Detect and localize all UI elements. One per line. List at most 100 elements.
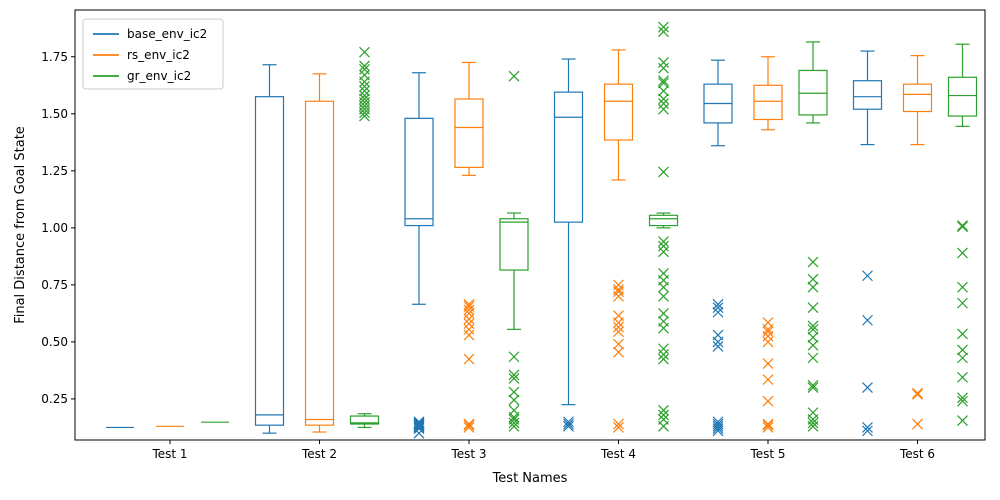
outlier-marker [957, 344, 968, 356]
outlier-marker [613, 422, 624, 433]
outlier-marker [413, 422, 425, 433]
legend-label: rs_env_ic2 [127, 48, 190, 62]
outlier-marker [563, 418, 574, 430]
box-iqr [753, 84, 783, 121]
outlier-marker [762, 317, 774, 328]
outlier-marker [658, 343, 669, 355]
outlier-marker [658, 103, 669, 115]
outlier-marker [658, 349, 669, 360]
outlier-marker [957, 395, 968, 407]
outlier-marker [463, 313, 475, 325]
outlier-marker [508, 417, 520, 429]
outlier-marker [658, 353, 669, 365]
x-tick-label: Test 2 [301, 447, 337, 461]
outlier-marker [658, 85, 669, 97]
outlier-marker [862, 425, 873, 437]
box-iqr [349, 415, 380, 425]
outlier-marker [658, 246, 669, 258]
outlier-marker [658, 290, 669, 302]
box-rs_env_ic2-5 [902, 55, 933, 430]
outlier-marker [712, 302, 724, 314]
outlier-marker [508, 386, 520, 398]
outlier-marker [957, 352, 968, 364]
axes: 0.25 0.50 0.75 1.00 1.25 1.50 1.75 Test 1 Test 2… [41, 50, 935, 461]
outlier-marker [807, 273, 819, 285]
x-tick-label: Test 1 [151, 447, 187, 461]
outlier-marker [508, 404, 520, 416]
outlier-marker [762, 395, 774, 407]
box-iqr [454, 98, 484, 169]
outlier-marker [957, 392, 968, 404]
legend-label: gr_env_ic2 [127, 69, 191, 83]
outlier-marker [658, 404, 669, 416]
box-rs_env_ic2-3 [603, 49, 634, 433]
outlier-marker [957, 415, 968, 427]
outlier-marker [658, 62, 669, 74]
outlier-marker [658, 98, 669, 109]
outlier-marker [957, 221, 968, 233]
outlier-marker [862, 314, 873, 326]
y-tick-label: 0.25 [41, 392, 68, 406]
outlier-marker [563, 416, 574, 428]
outlier-marker [613, 338, 624, 350]
box-base_env_ic2-3 [553, 58, 584, 432]
outlier-marker [762, 358, 774, 370]
outlier-marker [712, 306, 724, 318]
outlier-marker [712, 341, 724, 352]
outlier-marker [862, 422, 873, 433]
outlier-marker [957, 281, 968, 293]
outlier-marker [463, 422, 475, 433]
outlier-marker [658, 414, 669, 425]
outlier-marker [508, 372, 520, 384]
box-iqr [304, 100, 335, 426]
outlier-marker [658, 26, 669, 38]
outlier-marker [807, 379, 819, 391]
outlier-marker [807, 352, 819, 364]
box-gr_env_ic2-2 [499, 70, 529, 432]
outlier-marker [508, 394, 520, 406]
outlier-marker [762, 422, 774, 433]
outlier-marker [359, 93, 370, 105]
box-iqr [404, 117, 434, 227]
outlier-marker [862, 382, 873, 393]
outlier-marker [762, 418, 774, 430]
outlier-marker [957, 328, 968, 340]
box-iqr [947, 76, 978, 117]
outlier-marker [359, 90, 370, 101]
outlier-marker [463, 301, 475, 312]
outlier-marker [508, 414, 520, 425]
outlier-marker [762, 374, 774, 385]
outlier-marker [463, 329, 475, 341]
x-tick-label: Test 5 [749, 447, 785, 461]
outlier-marker [508, 369, 520, 381]
legend-label: base_env_ic2 [127, 27, 207, 41]
outlier-marker [807, 256, 819, 268]
outlier-marker [613, 346, 624, 358]
outlier-marker [658, 93, 669, 105]
legend-entry-gr_env_ic2: gr_env_ic2 [93, 69, 191, 83]
outlier-marker [658, 57, 669, 68]
y-tick-label: 1.75 [41, 50, 68, 64]
outlier-marker [807, 331, 819, 343]
box-rs_env_ic2-4 [753, 56, 783, 433]
outlier-marker [658, 77, 669, 89]
box-iqr [603, 83, 634, 141]
outlier-marker [862, 270, 873, 282]
plot-area [106, 21, 978, 439]
outlier-marker [762, 336, 774, 348]
outlier-marker [658, 409, 669, 421]
y-tick-label: 0.75 [41, 278, 68, 292]
legend: base_env_ic2 rs_env_ic2 gr_env_ic2 [82, 18, 224, 90]
box-gr_env_ic2-5 [947, 43, 978, 427]
box-gr_env_ic2-3 [648, 21, 679, 432]
box-iqr [254, 96, 285, 426]
outlier-marker [807, 382, 819, 393]
box-iqr [499, 218, 529, 271]
x-tick-label: Test 6 [899, 447, 935, 461]
box-rs_env_ic2-1 [304, 73, 335, 433]
y-tick-label: 1.00 [41, 221, 68, 235]
outlier-marker [613, 418, 624, 430]
outlier-marker [359, 69, 370, 81]
outlier-marker [912, 388, 923, 400]
